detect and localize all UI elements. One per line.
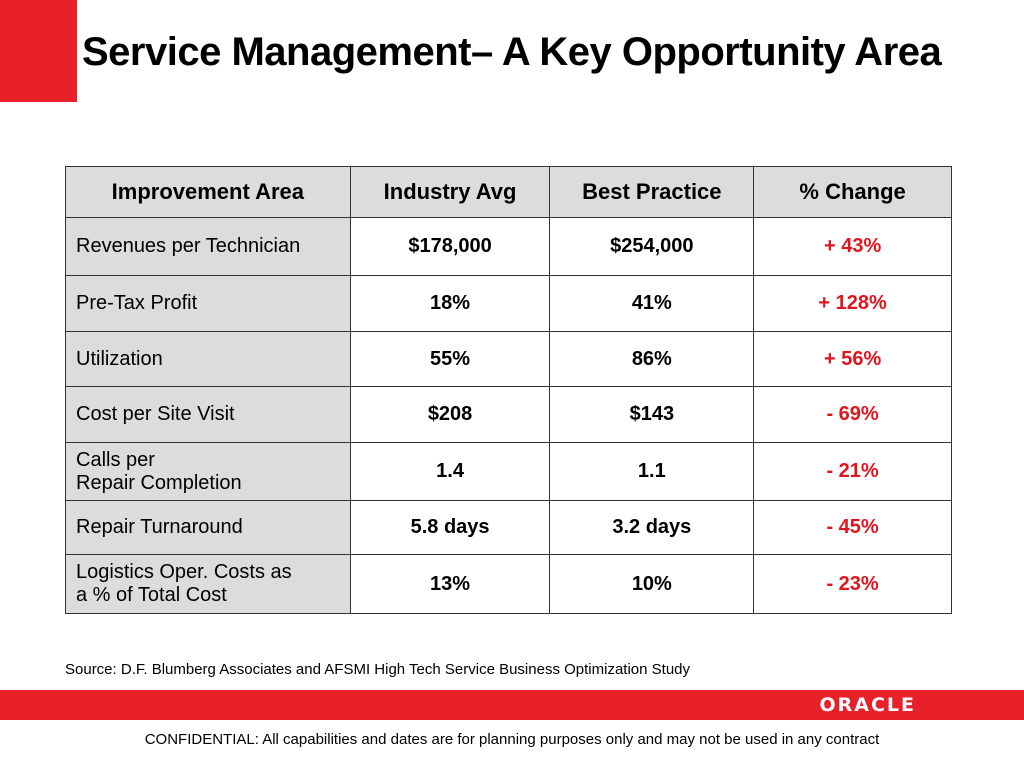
cell-industry-avg: 18%: [349, 275, 551, 332]
cell-percent-change: - 69%: [753, 386, 952, 443]
table-row: Calls per Repair Completion 1.4 1.1 - 21%: [65, 442, 952, 501]
table-row: Pre-Tax Profit 18% 41% + 128%: [65, 275, 952, 332]
cell-industry-avg: 5.8 days: [349, 500, 551, 555]
area-label-line1: Calls per: [76, 448, 155, 471]
area-label: Utilization: [76, 347, 163, 370]
cell-best-practice: 1.1: [549, 442, 755, 501]
header-improvement-area: Improvement Area: [65, 166, 351, 218]
cell-industry-avg: 13%: [349, 554, 551, 614]
cell-improvement-area: Logistics Oper. Costs as a % of Total Cos…: [65, 554, 351, 614]
cell-percent-change: - 21%: [753, 442, 952, 501]
cell-improvement-area: Cost per Site Visit: [65, 386, 351, 443]
cell-industry-avg: $208: [349, 386, 551, 443]
cell-industry-avg: 1.4: [349, 442, 551, 501]
cell-percent-change: + 56%: [753, 331, 952, 387]
cell-best-practice: 86%: [549, 331, 755, 387]
area-label: Pre-Tax Profit: [76, 292, 198, 314]
table-row: Revenues per Technician $178,000 $254,00…: [65, 217, 952, 276]
cell-best-practice: 3.2 days: [549, 500, 755, 555]
cell-percent-change: + 43%: [753, 217, 952, 276]
area-label: Revenues per Technician: [76, 235, 301, 257]
cell-industry-avg: 55%: [349, 331, 551, 387]
table-row: Repair Turnaround 5.8 days 3.2 days - 45…: [65, 500, 952, 555]
source-citation: Source: D.F. Blumberg Associates and AFS…: [65, 661, 691, 678]
cell-best-practice: 10%: [549, 554, 755, 614]
footer-red-bar: ORACLE: [0, 690, 1024, 720]
table-row: Cost per Site Visit $208 $143 - 69%: [65, 386, 952, 443]
table-header-row: Improvement Area Industry Avg Best Pract…: [65, 166, 952, 218]
improvement-table: Improvement Area Industry Avg Best Pract…: [65, 166, 952, 614]
table-row: Logistics Oper. Costs as a % of Total Cos…: [65, 554, 952, 614]
cell-improvement-area: Repair Turnaround: [65, 500, 351, 555]
cell-improvement-area: Calls per Repair Completion: [65, 442, 351, 501]
cell-percent-change: - 45%: [753, 500, 952, 555]
table-row: Utilization 55% 86% + 56%: [65, 331, 952, 387]
slide-title: Service Management– A Key Opportunity Ar…: [82, 30, 942, 74]
cell-percent-change: - 23%: [753, 554, 952, 614]
cell-percent-change: + 128%: [753, 275, 952, 332]
area-label-line1: Logistics Oper. Costs as: [76, 561, 292, 583]
header-industry-avg: Industry Avg: [349, 166, 551, 218]
oracle-logo: ORACLE: [819, 694, 916, 716]
confidential-notice: CONFIDENTIAL: All capabilities and dates…: [144, 731, 880, 748]
area-label: Repair Turnaround: [76, 516, 243, 538]
area-label: Cost per Site Visit: [76, 403, 235, 425]
area-label-line2: Repair Completion: [76, 471, 242, 494]
header-percent-change: % Change: [753, 166, 952, 218]
cell-best-practice: $143: [549, 386, 755, 443]
cell-improvement-area: Utilization: [65, 331, 351, 387]
header-best-practice: Best Practice: [549, 166, 755, 218]
cell-improvement-area: Revenues per Technician: [65, 217, 351, 276]
cell-best-practice: 41%: [549, 275, 755, 332]
cell-improvement-area: Pre-Tax Profit: [65, 275, 351, 332]
corner-accent-block: [0, 0, 77, 102]
area-label-line2: a % of Total Cost: [76, 584, 227, 606]
cell-industry-avg: $178,000: [349, 217, 551, 276]
cell-best-practice: $254,000: [549, 217, 755, 276]
